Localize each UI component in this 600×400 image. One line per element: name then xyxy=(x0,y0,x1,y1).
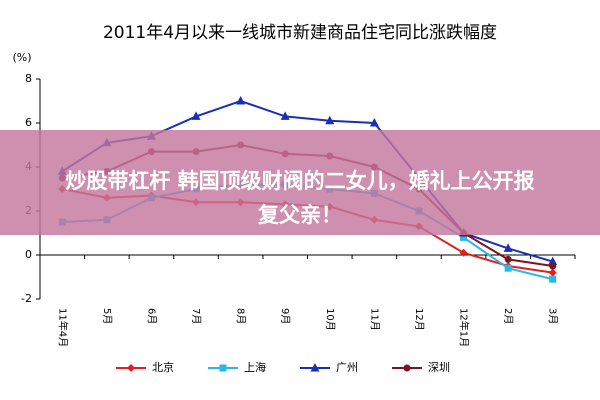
x-tick-label: 8月 xyxy=(235,308,247,324)
y-tick-label: 0 xyxy=(25,248,32,261)
marker xyxy=(503,243,513,252)
marker xyxy=(459,248,468,257)
marker xyxy=(504,264,512,272)
x-tick-label: 9月 xyxy=(279,308,291,324)
marker xyxy=(127,364,135,372)
x-tick-label: 12年1月 xyxy=(458,308,471,347)
x-tick-label: 10月 xyxy=(324,308,336,331)
banner-text: 炒股带杠杆 韩国顶级财阀的二女儿，婚礼上公开报 xyxy=(65,169,534,193)
banner xyxy=(0,130,600,235)
marker xyxy=(403,364,411,372)
marker xyxy=(548,256,558,266)
marker xyxy=(504,255,512,263)
marker xyxy=(280,111,290,120)
y-tick-label: 8 xyxy=(25,72,32,85)
x-tick-label: 12月 xyxy=(413,308,425,331)
legend-label: 深圳 xyxy=(428,361,450,374)
legend-label: 北京 xyxy=(152,360,174,374)
x-tick-label: 11月 xyxy=(368,308,380,331)
banner-text: 复父亲！ xyxy=(257,203,342,227)
y-tick-label: -2 xyxy=(21,292,32,305)
legend-label: 广州 xyxy=(336,361,358,374)
x-tick-label: 3月 xyxy=(547,308,559,324)
marker xyxy=(369,118,379,127)
marker xyxy=(219,364,227,372)
chart-title: 2011年4月以来一线城市新建商品住宅同比涨跌幅度 xyxy=(103,23,497,43)
y-axis-label: (%) xyxy=(12,51,31,64)
marker xyxy=(460,233,468,241)
marker xyxy=(310,363,320,372)
x-tick-label: 6月 xyxy=(145,308,157,324)
marker xyxy=(549,275,557,283)
legend-label: 上海 xyxy=(244,360,266,374)
x-tick-label: 5月 xyxy=(101,308,113,324)
marker xyxy=(236,96,246,105)
marker xyxy=(549,262,557,270)
x-tick-label: 2月 xyxy=(502,308,514,324)
y-tick-label: 6 xyxy=(25,116,32,129)
x-tick-label: 11年4月 xyxy=(56,308,69,347)
x-tick-label: 7月 xyxy=(190,308,202,324)
marker xyxy=(325,115,335,125)
marker xyxy=(548,268,557,277)
marker xyxy=(191,111,201,120)
